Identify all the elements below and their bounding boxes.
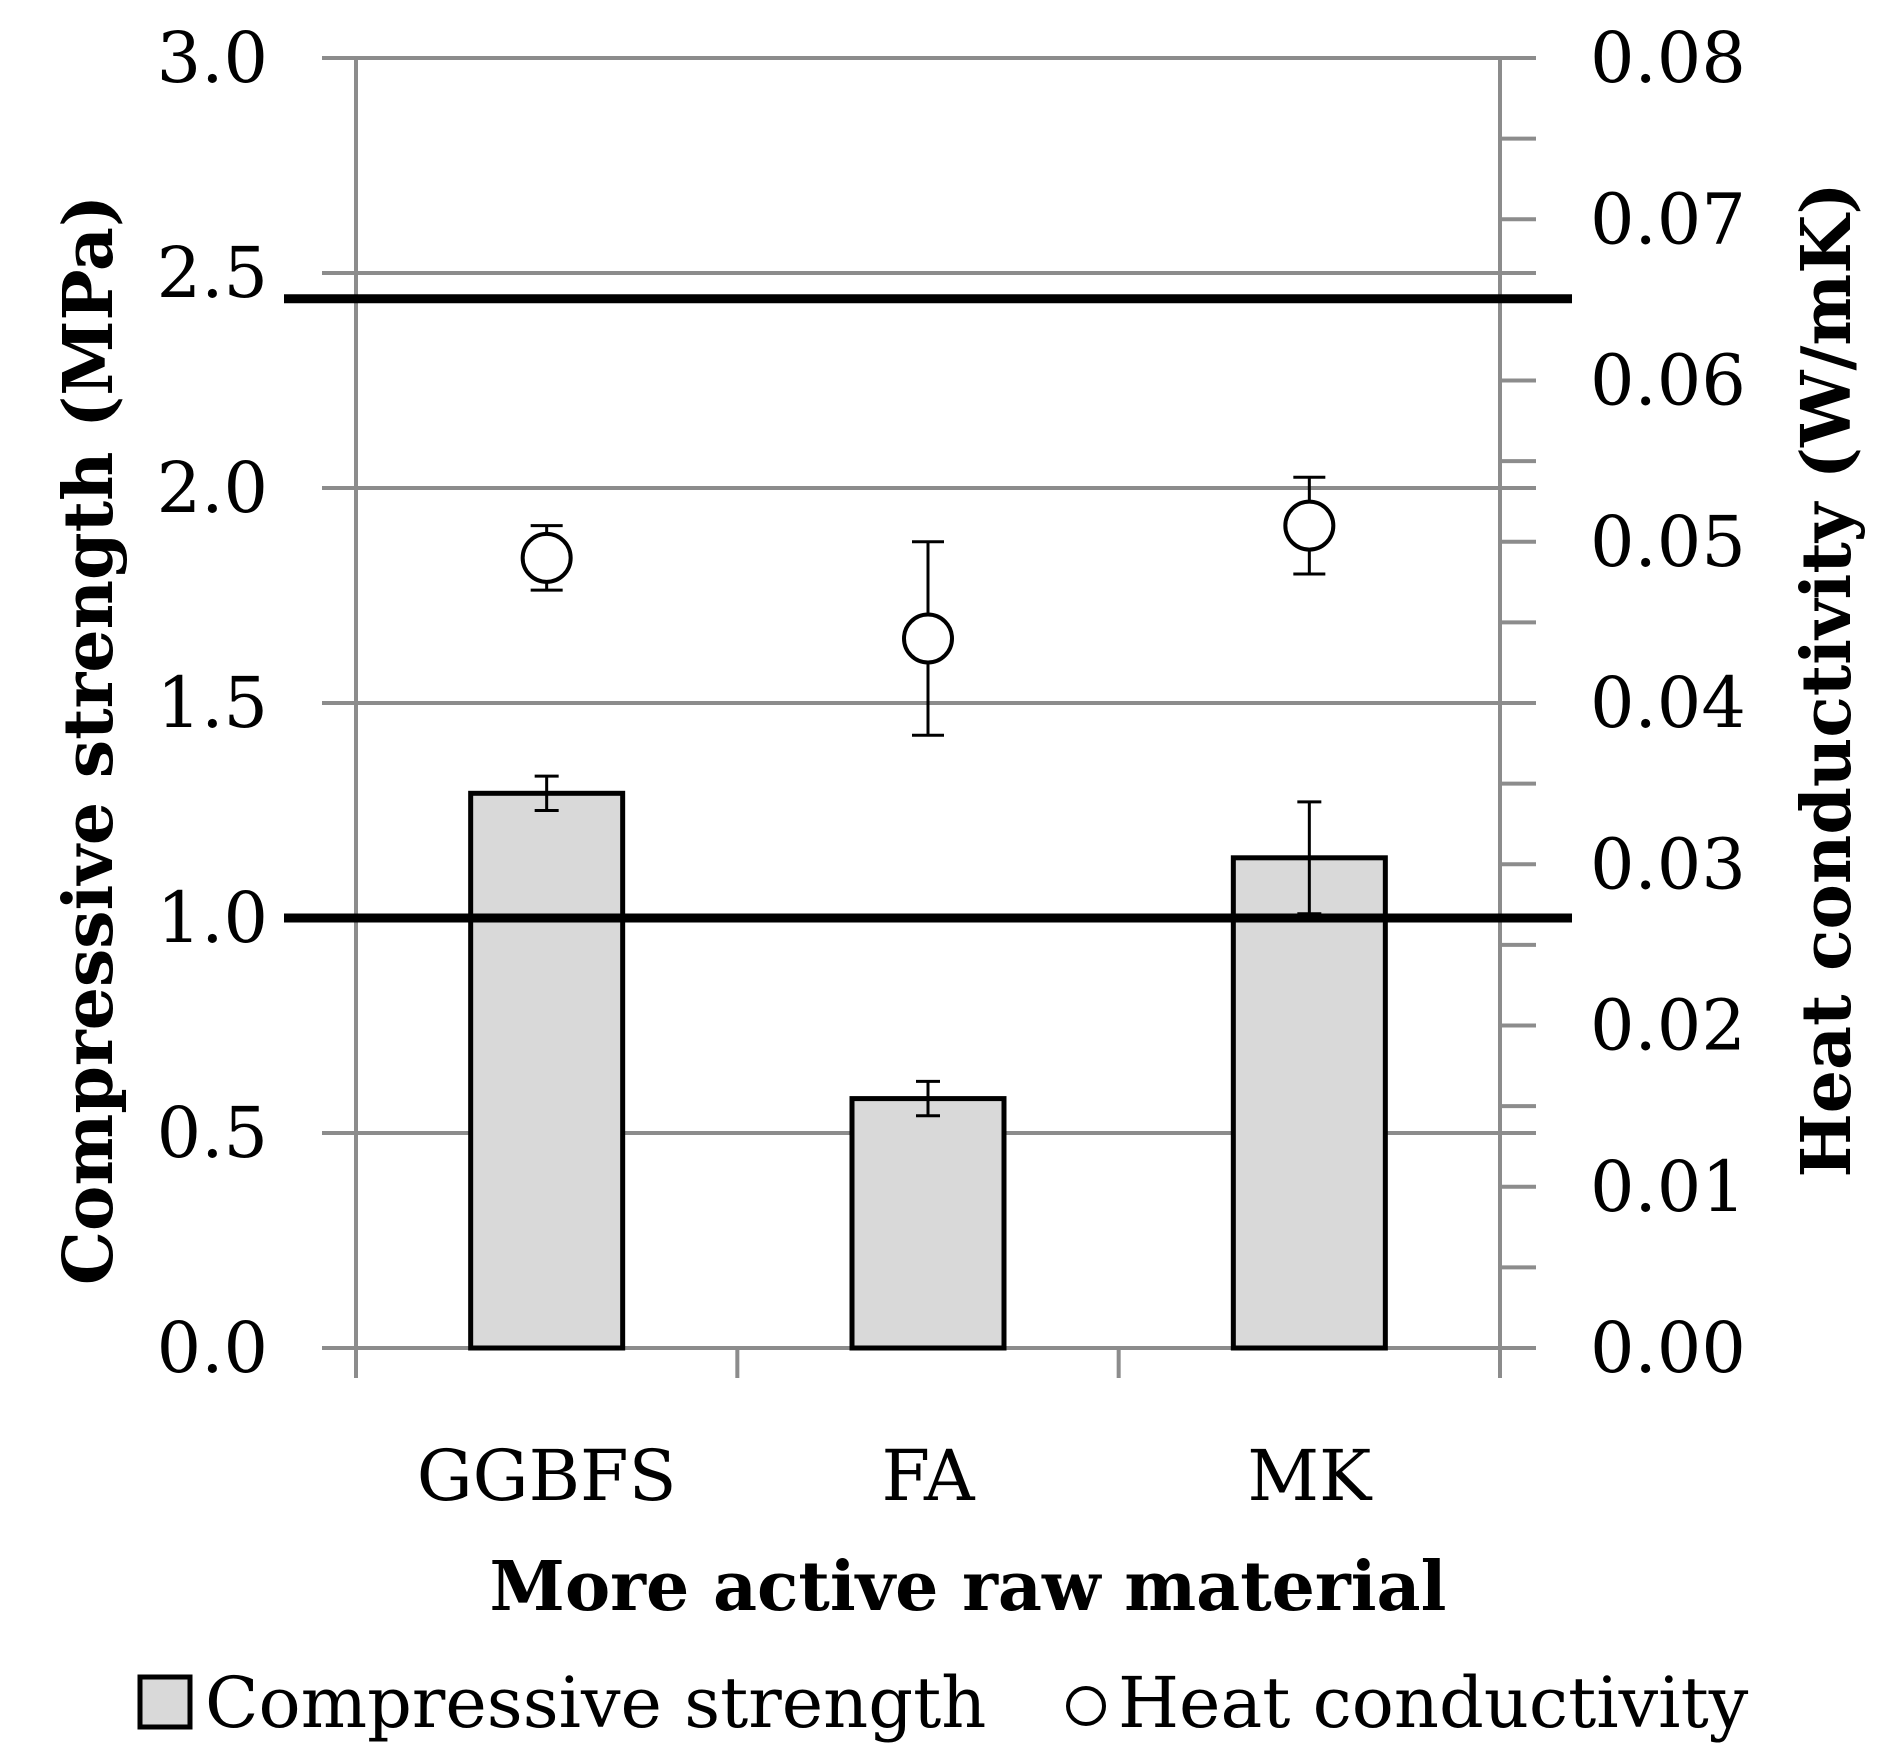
- y-tick-label: 0.5: [157, 1092, 268, 1174]
- legend-marker-heat-conductivity: [1066, 1686, 1106, 1726]
- axis-ticks: 0.0 0.5 1.0 1.5 2.0 2.5 3.0 0.00 0.01 0.02 0.03 0.0…: [157, 17, 1746, 1389]
- marker-MK: [1283, 499, 1336, 552]
- y2-tick-label: 0.04: [1590, 662, 1746, 744]
- y-tick-label: 3.0: [157, 17, 268, 99]
- bar-FA: [849, 1096, 1007, 1351]
- y2-tick-label: 0.00: [1590, 1307, 1746, 1389]
- y2-tick-label: 0.08: [1590, 17, 1746, 99]
- y2-tick-label: 0.07: [1590, 178, 1746, 260]
- y-tick-label: 2.0: [157, 447, 268, 529]
- bar-error-bars: [534, 774, 1322, 1118]
- category-label-GGBFS: GGBFS: [417, 1435, 677, 1517]
- y-tick-label: 1.5: [157, 662, 268, 744]
- bar-MK: [1230, 855, 1388, 1351]
- legend-label-heat-conductivity: Heat conductivity: [1118, 1662, 1749, 1744]
- legend-label-compressive-strength: Compressive strength: [205, 1662, 986, 1744]
- y-axis-title: Compressive strength (MPa): [49, 195, 129, 1285]
- y2-axis-title: Heat conductivity (W/mK): [1787, 182, 1867, 1177]
- marker-FA: [902, 612, 954, 665]
- y2-tick-label: 0.03: [1590, 823, 1746, 905]
- category-label-FA: FA: [881, 1435, 975, 1517]
- marker-GGBFS: [520, 531, 573, 584]
- y2-tick-label: 0.01: [1590, 1146, 1746, 1228]
- legend: Compressive strength Heat conductivity: [137, 1662, 1749, 1744]
- y-tick-label: 1.0: [157, 877, 268, 959]
- y2-tick-label: 0.05: [1590, 501, 1746, 583]
- legend-swatch-compressive-strength: [137, 1674, 193, 1730]
- x-axis-title: More active raw material: [490, 1547, 1447, 1627]
- reference-lines: [284, 294, 1572, 923]
- y-tick-label: 2.5: [157, 232, 268, 314]
- markers: [520, 475, 1336, 737]
- y2-tick-label: 0.06: [1590, 340, 1746, 422]
- category-label-MK: MK: [1247, 1435, 1373, 1517]
- labels: GGBFS FA MK: [417, 1435, 1373, 1517]
- bars: [468, 790, 1388, 1351]
- y-tick-label: 0.0: [157, 1307, 268, 1389]
- y2-tick-label: 0.02: [1590, 985, 1746, 1067]
- bar-GGBFS: [468, 790, 626, 1351]
